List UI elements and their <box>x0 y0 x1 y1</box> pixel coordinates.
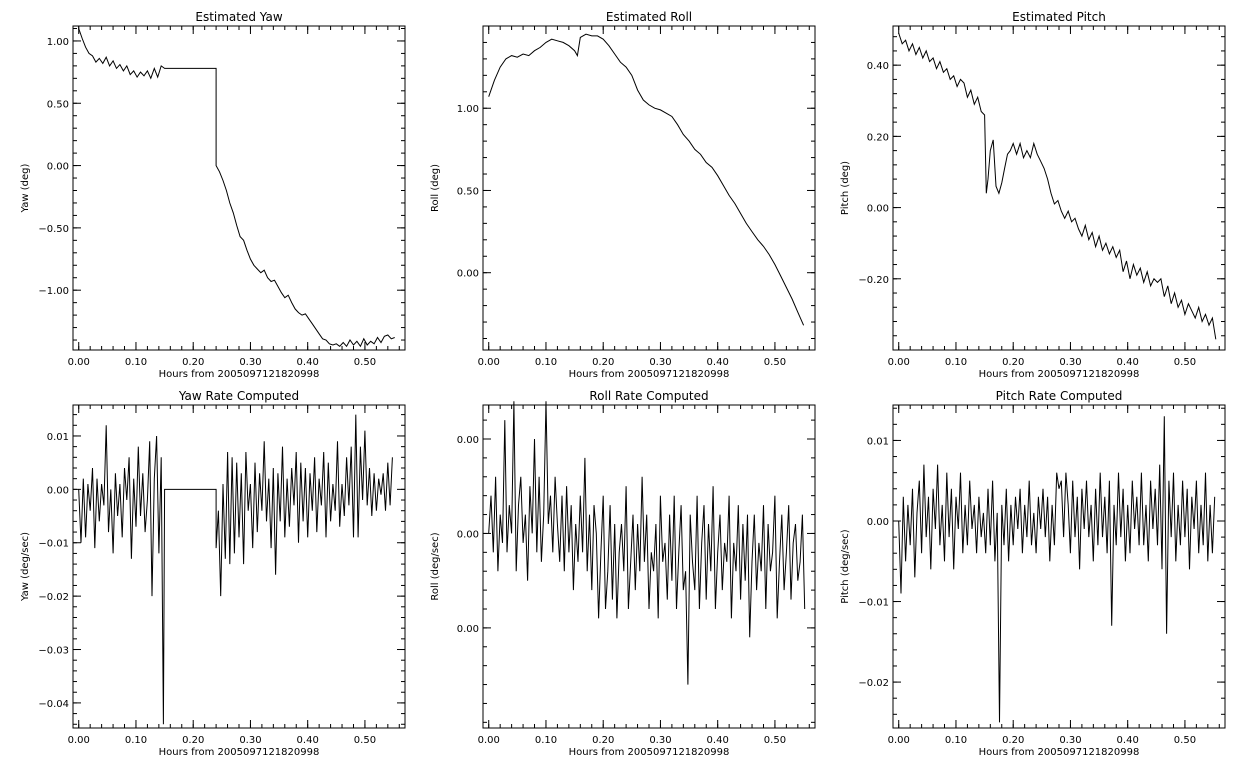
y-tick-label: −0.02 <box>38 592 69 603</box>
y-axis-label: Yaw (deg) <box>20 163 31 213</box>
x-tick-label: 0.40 <box>297 735 319 746</box>
x-axis-label: Hours from 2005097121820998 <box>979 369 1140 380</box>
x-tick-label: 0.20 <box>1002 735 1024 746</box>
x-axis-label: Hours from 2005097121820998 <box>569 747 730 758</box>
chart-title: Estimated Roll <box>606 10 692 24</box>
y-axis-label: Roll (deg) <box>430 164 441 212</box>
y-tick-label: −0.04 <box>38 699 69 710</box>
x-tick-label: 0.10 <box>535 735 557 746</box>
y-tick-label: −1.00 <box>38 286 69 297</box>
chart-title: Yaw Rate Computed <box>178 389 299 403</box>
plot-frame <box>892 404 1226 729</box>
x-tick-label: 0.30 <box>649 735 671 746</box>
x-tick-label: 0.50 <box>764 735 786 746</box>
chart-title: Estimated Yaw <box>195 10 282 24</box>
x-tick-label: 0.20 <box>592 357 614 368</box>
y-tick-label: 0.40 <box>867 61 889 72</box>
y-tick-label: 0.50 <box>47 99 69 110</box>
y-tick-label: 0.50 <box>457 186 479 197</box>
y-tick-label: −0.01 <box>858 598 889 609</box>
x-tick-label: 0.40 <box>297 357 319 368</box>
x-tick-label: 0.30 <box>649 357 671 368</box>
y-axis-label: Pitch (deg/sec) <box>840 529 851 604</box>
roll-series-line <box>488 33 805 326</box>
y-tick-label: 0.00 <box>457 624 479 635</box>
plot-frame <box>482 25 816 351</box>
chart-title: Roll Rate Computed <box>589 389 708 403</box>
pitch-rate-series-line <box>898 416 1216 723</box>
y-tick-label: 0.01 <box>47 432 69 443</box>
x-tick-label: 0.30 <box>1059 735 1081 746</box>
x-axis-label: Hours from 2005097121820998 <box>159 369 320 380</box>
x-tick-label: 0.40 <box>707 735 729 746</box>
panel-pitch: 0.00 0.10 0.20 0.30 0.40 0.50 0.40 0.20 0.00 −0.2… <box>840 10 1226 380</box>
y-tick-label: 0.00 <box>867 517 889 528</box>
chart-title: Pitch Rate Computed <box>996 389 1123 403</box>
x-tick-label: 0.00 <box>888 357 910 368</box>
y-tick-label: 0.00 <box>47 485 69 496</box>
x-axis-label: Hours from 2005097121820998 <box>159 747 320 758</box>
x-tick-label: 0.20 <box>1002 357 1024 368</box>
y-tick-label: −0.50 <box>38 224 69 235</box>
panel-pitch-rate: 0.00 0.10 0.20 0.30 0.40 0.50 0.01 0.00 −0.01 −0.… <box>840 389 1226 758</box>
x-tick-label: 0.20 <box>592 735 614 746</box>
y-tick-label: 1.00 <box>47 37 69 48</box>
y-tick-label: 0.01 <box>867 436 889 447</box>
x-axis-label: Hours from 2005097121820998 <box>979 747 1140 758</box>
x-tick-label: 0.10 <box>945 357 967 368</box>
y-tick-label: 0.00 <box>457 435 479 446</box>
x-tick-label: 0.50 <box>354 357 376 368</box>
x-tick-label: 0.30 <box>1059 357 1081 368</box>
y-axis-label: Roll (deg/sec) <box>430 532 441 600</box>
x-tick-label: 0.00 <box>478 735 500 746</box>
x-tick-label: 0.00 <box>478 357 500 368</box>
y-tick-label: 0.00 <box>457 269 479 280</box>
panel-yaw-rate: 0.00 0.10 0.20 0.30 0.40 0.50 0.01 0.00 −0.01 −0.… <box>20 389 406 758</box>
x-tick-label: 0.40 <box>1117 357 1139 368</box>
panel-roll-rate: 0.00 0.10 0.20 0.30 0.40 0.50 0.00 0.00 0.00 Roll… <box>430 389 816 758</box>
x-tick-label: 0.50 <box>1174 735 1196 746</box>
x-tick-label: 0.00 <box>68 357 90 368</box>
y-tick-label: −0.02 <box>858 678 889 689</box>
x-tick-label: 0.30 <box>239 735 261 746</box>
pitch-series-line <box>898 32 1217 340</box>
y-tick-label: 1.00 <box>457 104 479 115</box>
y-tick-label: 0.00 <box>867 204 889 215</box>
y-tick-label: −0.03 <box>38 646 69 657</box>
x-tick-label: 0.50 <box>354 735 376 746</box>
x-tick-label: 0.30 <box>239 357 261 368</box>
roll-rate-series-line <box>488 401 806 685</box>
y-tick-label: 0.00 <box>47 162 69 173</box>
y-axis-label: Yaw (deg/sec) <box>20 532 31 602</box>
x-tick-label: 0.00 <box>888 735 910 746</box>
x-tick-label: 0.10 <box>125 735 147 746</box>
x-tick-label: 0.20 <box>182 735 204 746</box>
y-tick-label: −0.01 <box>38 539 69 550</box>
y-tick-label: −0.20 <box>858 275 889 286</box>
x-tick-label: 0.10 <box>535 357 557 368</box>
yaw-rate-series-line <box>78 414 393 725</box>
plot-frame <box>72 25 406 351</box>
yaw-series-line <box>78 28 395 348</box>
chart-title: Estimated Pitch <box>1012 10 1106 24</box>
x-tick-label: 0.20 <box>182 357 204 368</box>
x-tick-label: 0.50 <box>1174 357 1196 368</box>
x-axis-label: Hours from 2005097121820998 <box>569 369 730 380</box>
y-tick-label: 0.00 <box>457 529 479 540</box>
x-tick-label: 0.00 <box>68 735 90 746</box>
plot-frame <box>892 25 1226 351</box>
y-axis-label: Pitch (deg) <box>840 161 851 215</box>
panel-roll: 0.00 0.10 0.20 0.30 0.40 0.50 1.00 0.50 0.00 Esti… <box>430 10 816 380</box>
x-tick-label: 0.50 <box>764 357 786 368</box>
x-tick-label: 0.40 <box>707 357 729 368</box>
x-tick-label: 0.10 <box>125 357 147 368</box>
y-tick-label: 0.20 <box>867 132 889 143</box>
x-tick-label: 0.40 <box>1117 735 1139 746</box>
panel-yaw: 0.00 0.10 0.20 0.30 0.40 0.50 1.00 0.50 0.00 −0.5… <box>20 10 406 380</box>
x-tick-label: 0.10 <box>945 735 967 746</box>
